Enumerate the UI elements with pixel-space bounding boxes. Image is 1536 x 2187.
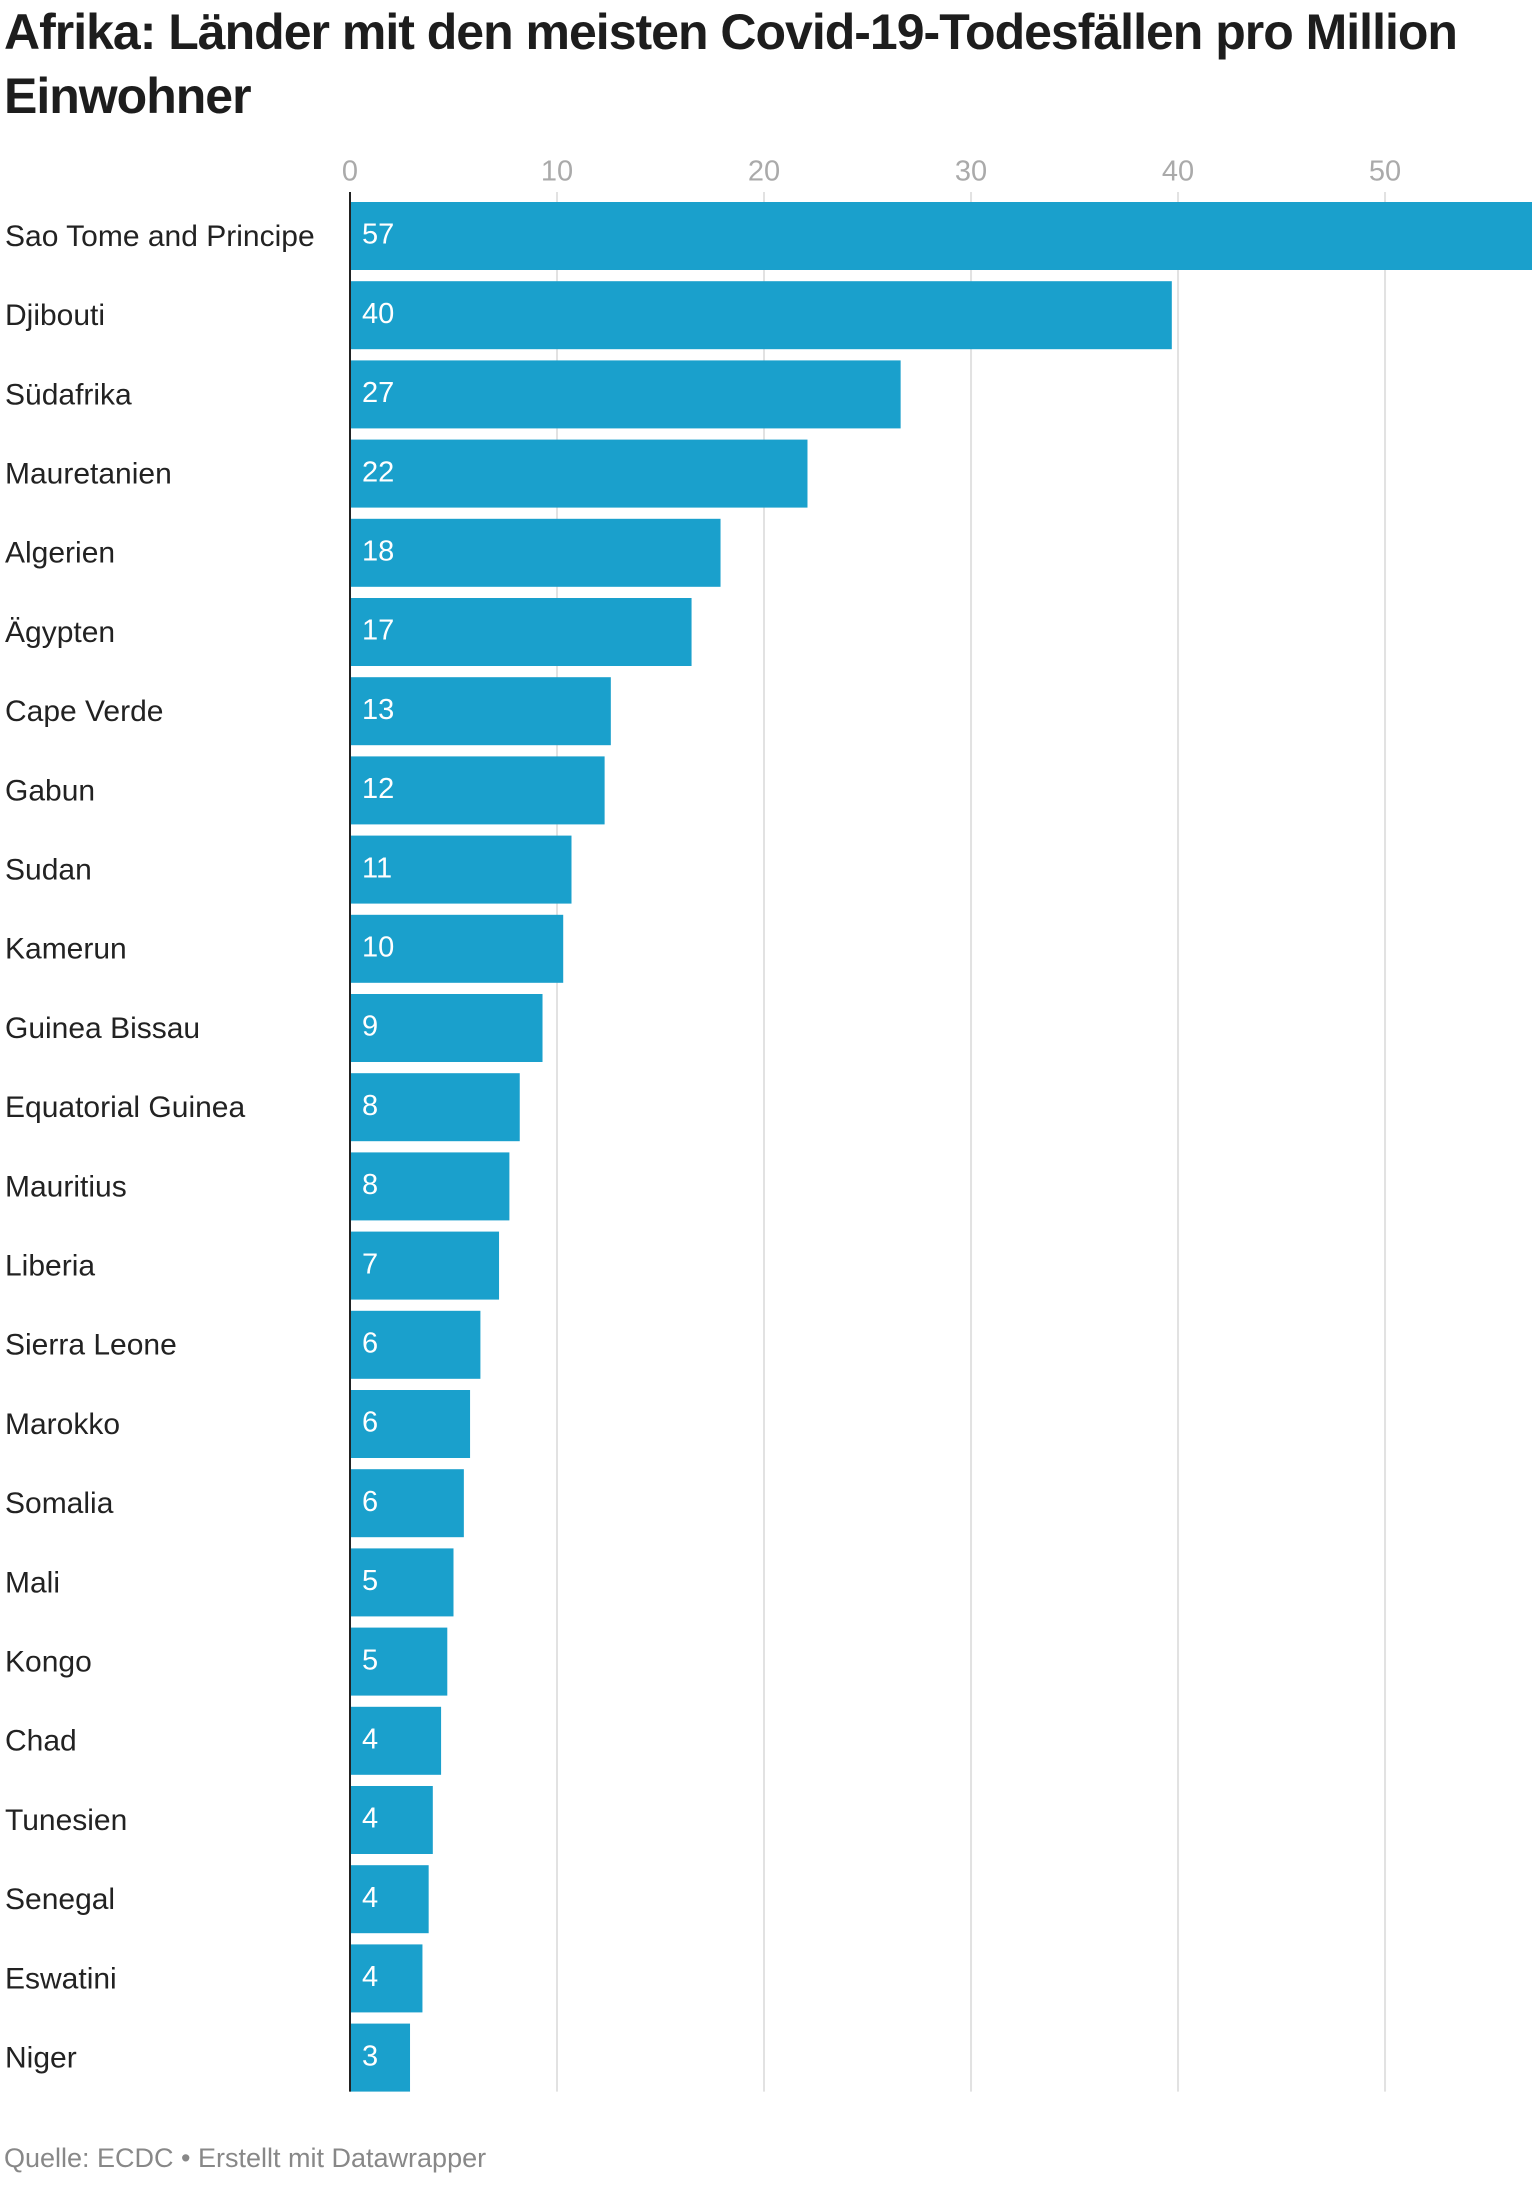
- category-label: Algerien: [5, 537, 115, 570]
- value-label: 5: [362, 1644, 378, 1676]
- bar: [350, 1865, 429, 1934]
- category-label: Mauritius: [5, 1170, 127, 1203]
- bar: [350, 835, 572, 904]
- bar: [350, 1469, 464, 1538]
- value-label: 13: [362, 694, 394, 726]
- category-label: Djibouti: [5, 299, 105, 332]
- value-label: 4: [362, 1882, 378, 1914]
- bar: [350, 2023, 411, 2092]
- bar: [350, 598, 692, 666]
- category-label: Guinea Bissau: [5, 1012, 200, 1045]
- x-tick-label: 20: [748, 156, 780, 188]
- category-label: Senegal: [5, 1883, 115, 1916]
- value-label: 22: [362, 456, 394, 488]
- bar: [350, 994, 543, 1062]
- x-tick-label: 0: [342, 156, 358, 188]
- category-label: Südafrika: [5, 378, 132, 411]
- category-label: Chad: [5, 1725, 77, 1758]
- category-label: Somalia: [5, 1487, 114, 1520]
- category-label: Eswatini: [5, 1962, 117, 1995]
- value-label: 11: [362, 852, 392, 884]
- value-label: 57: [362, 219, 394, 251]
- bar: [350, 1706, 442, 1775]
- bar: [350, 1548, 454, 1617]
- category-label: Cape Verde: [5, 695, 163, 728]
- bar: [350, 1073, 520, 1142]
- bar: [350, 1944, 423, 2013]
- x-tick-label: 30: [955, 156, 987, 188]
- category-label: Ägypten: [5, 616, 115, 649]
- category-label: Sao Tome and Principe: [5, 220, 315, 253]
- bar: [350, 518, 721, 587]
- bar: [350, 281, 1172, 350]
- value-label: 40: [362, 298, 394, 330]
- value-label: 4: [362, 1961, 378, 1993]
- category-label: Sierra Leone: [5, 1329, 177, 1362]
- bar: [350, 1786, 433, 1854]
- source: Quelle: ECDC • Erstellt mit Datawrapper: [4, 2143, 486, 2173]
- value-label: 6: [362, 1486, 378, 1518]
- value-label: 6: [362, 1327, 378, 1359]
- category-label: Niger: [5, 2042, 77, 2075]
- value-label: 10: [362, 931, 394, 963]
- bar: [350, 1310, 481, 1379]
- category-label: Marokko: [5, 1408, 120, 1441]
- category-label: Equatorial Guinea: [5, 1091, 245, 1124]
- value-label: 4: [362, 1803, 378, 1835]
- category-label: Kamerun: [5, 933, 127, 966]
- bar: [350, 360, 901, 429]
- bar: [350, 756, 605, 825]
- value-label: 27: [362, 377, 394, 409]
- category-label: Mauretanien: [5, 458, 172, 491]
- category-label: Mali: [5, 1566, 60, 1599]
- bar: [350, 1152, 510, 1221]
- bar: [350, 1390, 471, 1458]
- value-label: 12: [362, 773, 394, 805]
- bar: [350, 202, 1532, 270]
- category-label: Gabun: [5, 774, 95, 807]
- category-label: Tunesien: [5, 1804, 127, 1837]
- category-label: Sudan: [5, 854, 92, 887]
- value-label: 8: [362, 1169, 378, 1201]
- value-label: 6: [362, 1407, 378, 1439]
- category-label: Kongo: [5, 1646, 92, 1679]
- x-tick-label: 10: [541, 156, 573, 188]
- value-label: 5: [362, 1565, 378, 1597]
- category-label: Liberia: [5, 1250, 95, 1283]
- value-label: 17: [362, 615, 394, 647]
- value-label: 7: [362, 1248, 378, 1280]
- value-label: 3: [362, 2040, 378, 2072]
- value-label: 8: [362, 1090, 378, 1122]
- value-label: 4: [362, 1723, 378, 1755]
- x-tick-label: 50: [1369, 156, 1401, 188]
- chart-title: Afrika: Länder mit den meisten Covid-19-…: [4, 4, 1458, 124]
- bar: [350, 1627, 448, 1696]
- value-label: 18: [362, 535, 394, 567]
- bar: [350, 439, 808, 508]
- bar: [350, 677, 611, 746]
- x-tick-label: 40: [1162, 156, 1194, 188]
- bar: [350, 914, 564, 983]
- bar: [350, 1231, 500, 1300]
- value-label: 9: [362, 1011, 378, 1043]
